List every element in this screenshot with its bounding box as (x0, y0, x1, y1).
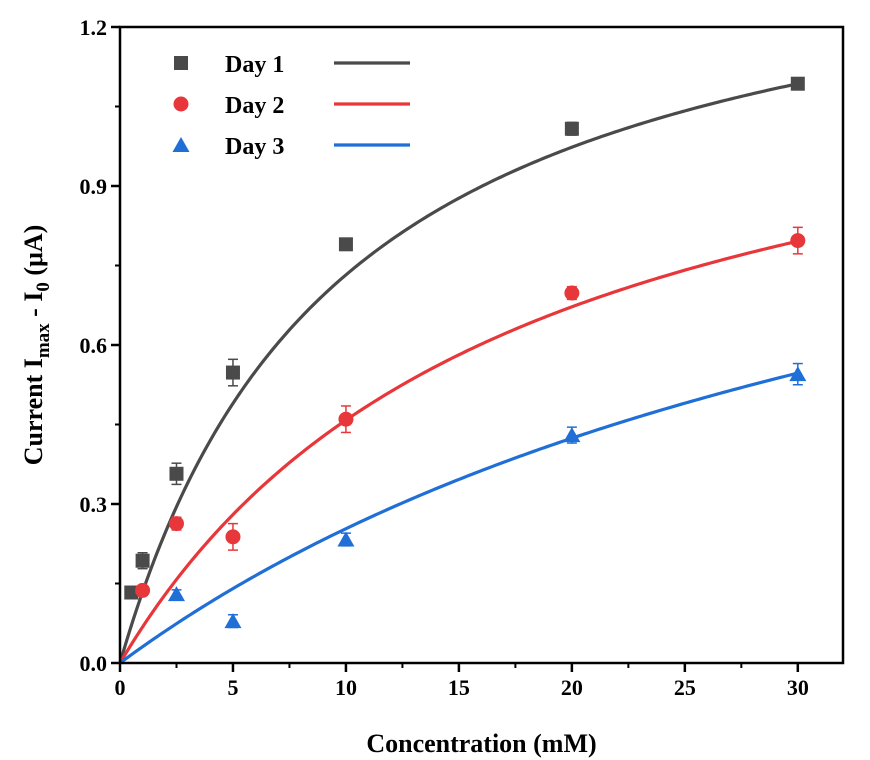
x-tick-label: 15 (448, 675, 470, 700)
series-day-1 (124, 76, 805, 600)
data-point-day-1 (225, 365, 240, 380)
y-axis-title-sub2: 0 (33, 282, 54, 292)
data-point-day-1 (564, 121, 579, 136)
data-point-day-1 (790, 76, 805, 91)
data-points (124, 76, 807, 629)
legend-marker-day-2 (173, 96, 189, 112)
x-tick-label: 25 (674, 675, 696, 700)
y-axis-title-mid: - I (19, 292, 48, 324)
legend-label-day-3: Day 3 (225, 134, 284, 160)
fit-curve-day-3 (119, 371, 799, 665)
x-tick-label: 20 (561, 675, 583, 700)
y-axis-title-suffix: (μA) (19, 225, 48, 282)
y-tick-label: 1.2 (80, 15, 108, 40)
series-day-3 (167, 362, 807, 629)
data-point-day-1 (124, 585, 139, 600)
data-point-day-1 (135, 553, 150, 568)
data-point-day-2 (564, 285, 580, 301)
data-point-day-3 (563, 427, 581, 443)
legend-marker-day-3 (172, 137, 190, 152)
fit-curve-day-2 (118, 239, 799, 664)
data-point-day-2 (225, 529, 241, 545)
data-point-day-2 (168, 516, 184, 532)
data-point-day-1 (169, 466, 184, 481)
x-tick-label: 10 (335, 675, 357, 700)
series-day-2 (135, 226, 806, 598)
legend-item-day-3: Day 3 (172, 134, 410, 160)
data-point-day-3 (224, 613, 242, 629)
legend-label-day-1: Day 1 (225, 52, 284, 78)
y-tick-label: 0.6 (80, 333, 108, 358)
x-axis-title: Concentration (mM) (366, 729, 596, 758)
fit-curves (118, 82, 799, 665)
x-tick-label: 5 (227, 675, 238, 700)
y-axis-title: Current Imax - I0 (μA) (19, 225, 54, 466)
y-axis-title-prefix: Current I (19, 358, 48, 465)
data-point-day-3 (789, 366, 807, 382)
legend-item-day-1: Day 1 (174, 52, 410, 78)
y-axis-title-sub1: max (33, 323, 54, 358)
y-tick-label: 0.0 (80, 651, 108, 676)
data-point-day-1 (338, 237, 353, 252)
data-point-day-3 (337, 531, 355, 547)
legend: Day 1 Day 2 Day 3 (172, 52, 410, 160)
y-tick-label: 0.3 (80, 492, 108, 517)
x-tick-label: 0 (115, 675, 126, 700)
x-tick-label: 30 (787, 675, 809, 700)
y-tick-label: 0.9 (80, 174, 108, 199)
legend-label-day-2: Day 2 (225, 93, 284, 119)
data-point-day-3 (167, 586, 185, 602)
legend-marker-day-1 (174, 56, 188, 70)
axis-ticks: 0 5 10 15 20 25 30 0.0 0.3 0.6 0.9 1.2 (80, 15, 809, 700)
data-point-day-2 (338, 411, 354, 427)
legend-item-day-2: Day 2 (173, 93, 410, 119)
data-point-day-2 (790, 233, 806, 249)
data-point-day-2 (135, 582, 151, 598)
plot-frame (118, 25, 845, 665)
fit-curve-day-1 (118, 82, 799, 664)
